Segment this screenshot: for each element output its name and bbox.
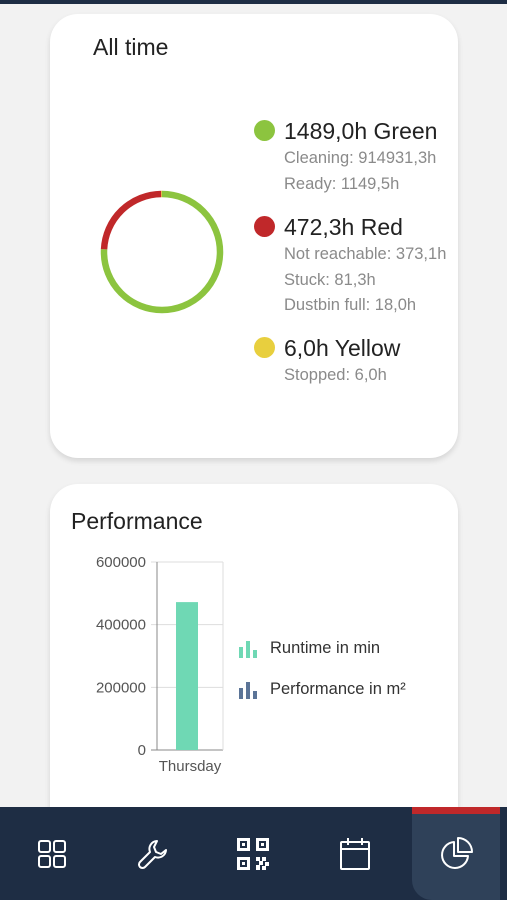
qr-code-icon — [237, 837, 269, 870]
x-tick-label: Thursday — [159, 758, 222, 775]
nav-qr-scanner[interactable] — [208, 807, 298, 900]
legend-yellow-sub: Stopped: 6,0h — [284, 366, 387, 384]
status-donut-chart — [100, 190, 224, 314]
legend-runtime[interactable]: Runtime in min — [238, 639, 380, 658]
bottom-navigation-bar — [0, 807, 507, 900]
nav-statistics[interactable] — [412, 807, 500, 900]
performance-title: Performance — [71, 508, 203, 534]
legend-red: 472,3h Red Not reachable: 373,1h Stuck: … — [254, 212, 446, 319]
legend-green: 1489,0h Green Cleaning: 914931,3h Ready:… — [254, 116, 438, 197]
legend-green-sub: Ready: 1149,5h — [284, 174, 400, 193]
nav-dashboard[interactable] — [7, 807, 97, 900]
bar-runtime[interactable] — [176, 602, 198, 750]
legend-yellow: 6,0h Yellow Stopped: 6,0h — [254, 333, 400, 389]
legend-green-label: 1489,0h Green — [284, 118, 438, 144]
legend-red-sub: Not reachable: 373,1h — [284, 245, 447, 263]
calendar-icon — [340, 837, 370, 870]
legend-runtime-label: Runtime in min — [270, 639, 381, 657]
pie-chart-icon — [441, 836, 473, 869]
nav-maintenance[interactable] — [108, 807, 198, 900]
nav-calendar[interactable] — [310, 807, 400, 900]
legend-red-sub: Dustbin full: 18,0h — [284, 296, 417, 314]
y-tick-label: 0 — [138, 742, 146, 759]
green-dot-icon — [254, 120, 275, 141]
y-tick-label: 400000 — [96, 617, 146, 634]
legend-green-sub: Cleaning: 914931,3h — [284, 149, 437, 167]
donut-yellow-segment — [100, 190, 224, 314]
red-dot-icon — [254, 216, 275, 237]
active-tab-indicator — [412, 807, 500, 814]
top-status-bar — [0, 0, 507, 4]
y-tick-label: 200000 — [96, 679, 146, 696]
legend-red-label: 472,3h Red — [284, 214, 403, 240]
all-time-card: All time 1489,0h Green Cleaning: 914931,… — [50, 14, 458, 458]
wrench-icon — [137, 839, 167, 869]
legend-performance[interactable]: Performance in m² — [238, 680, 406, 699]
bar-chart-icon — [239, 681, 257, 699]
y-tick-label: 600000 — [96, 554, 146, 571]
yellow-dot-icon — [254, 337, 275, 358]
all-time-title: All time — [93, 34, 169, 60]
legend-yellow-label: 6,0h Yellow — [284, 335, 401, 361]
bar-chart-icon — [239, 640, 257, 658]
legend-performance-label: Performance in m² — [270, 680, 406, 698]
legend-red-sub: Stuck: 81,3h — [284, 270, 376, 289]
performance-bar-chart: 0 200000 400000 600000 Thursday — [96, 554, 224, 775]
dashboard-grid-icon — [38, 839, 66, 868]
